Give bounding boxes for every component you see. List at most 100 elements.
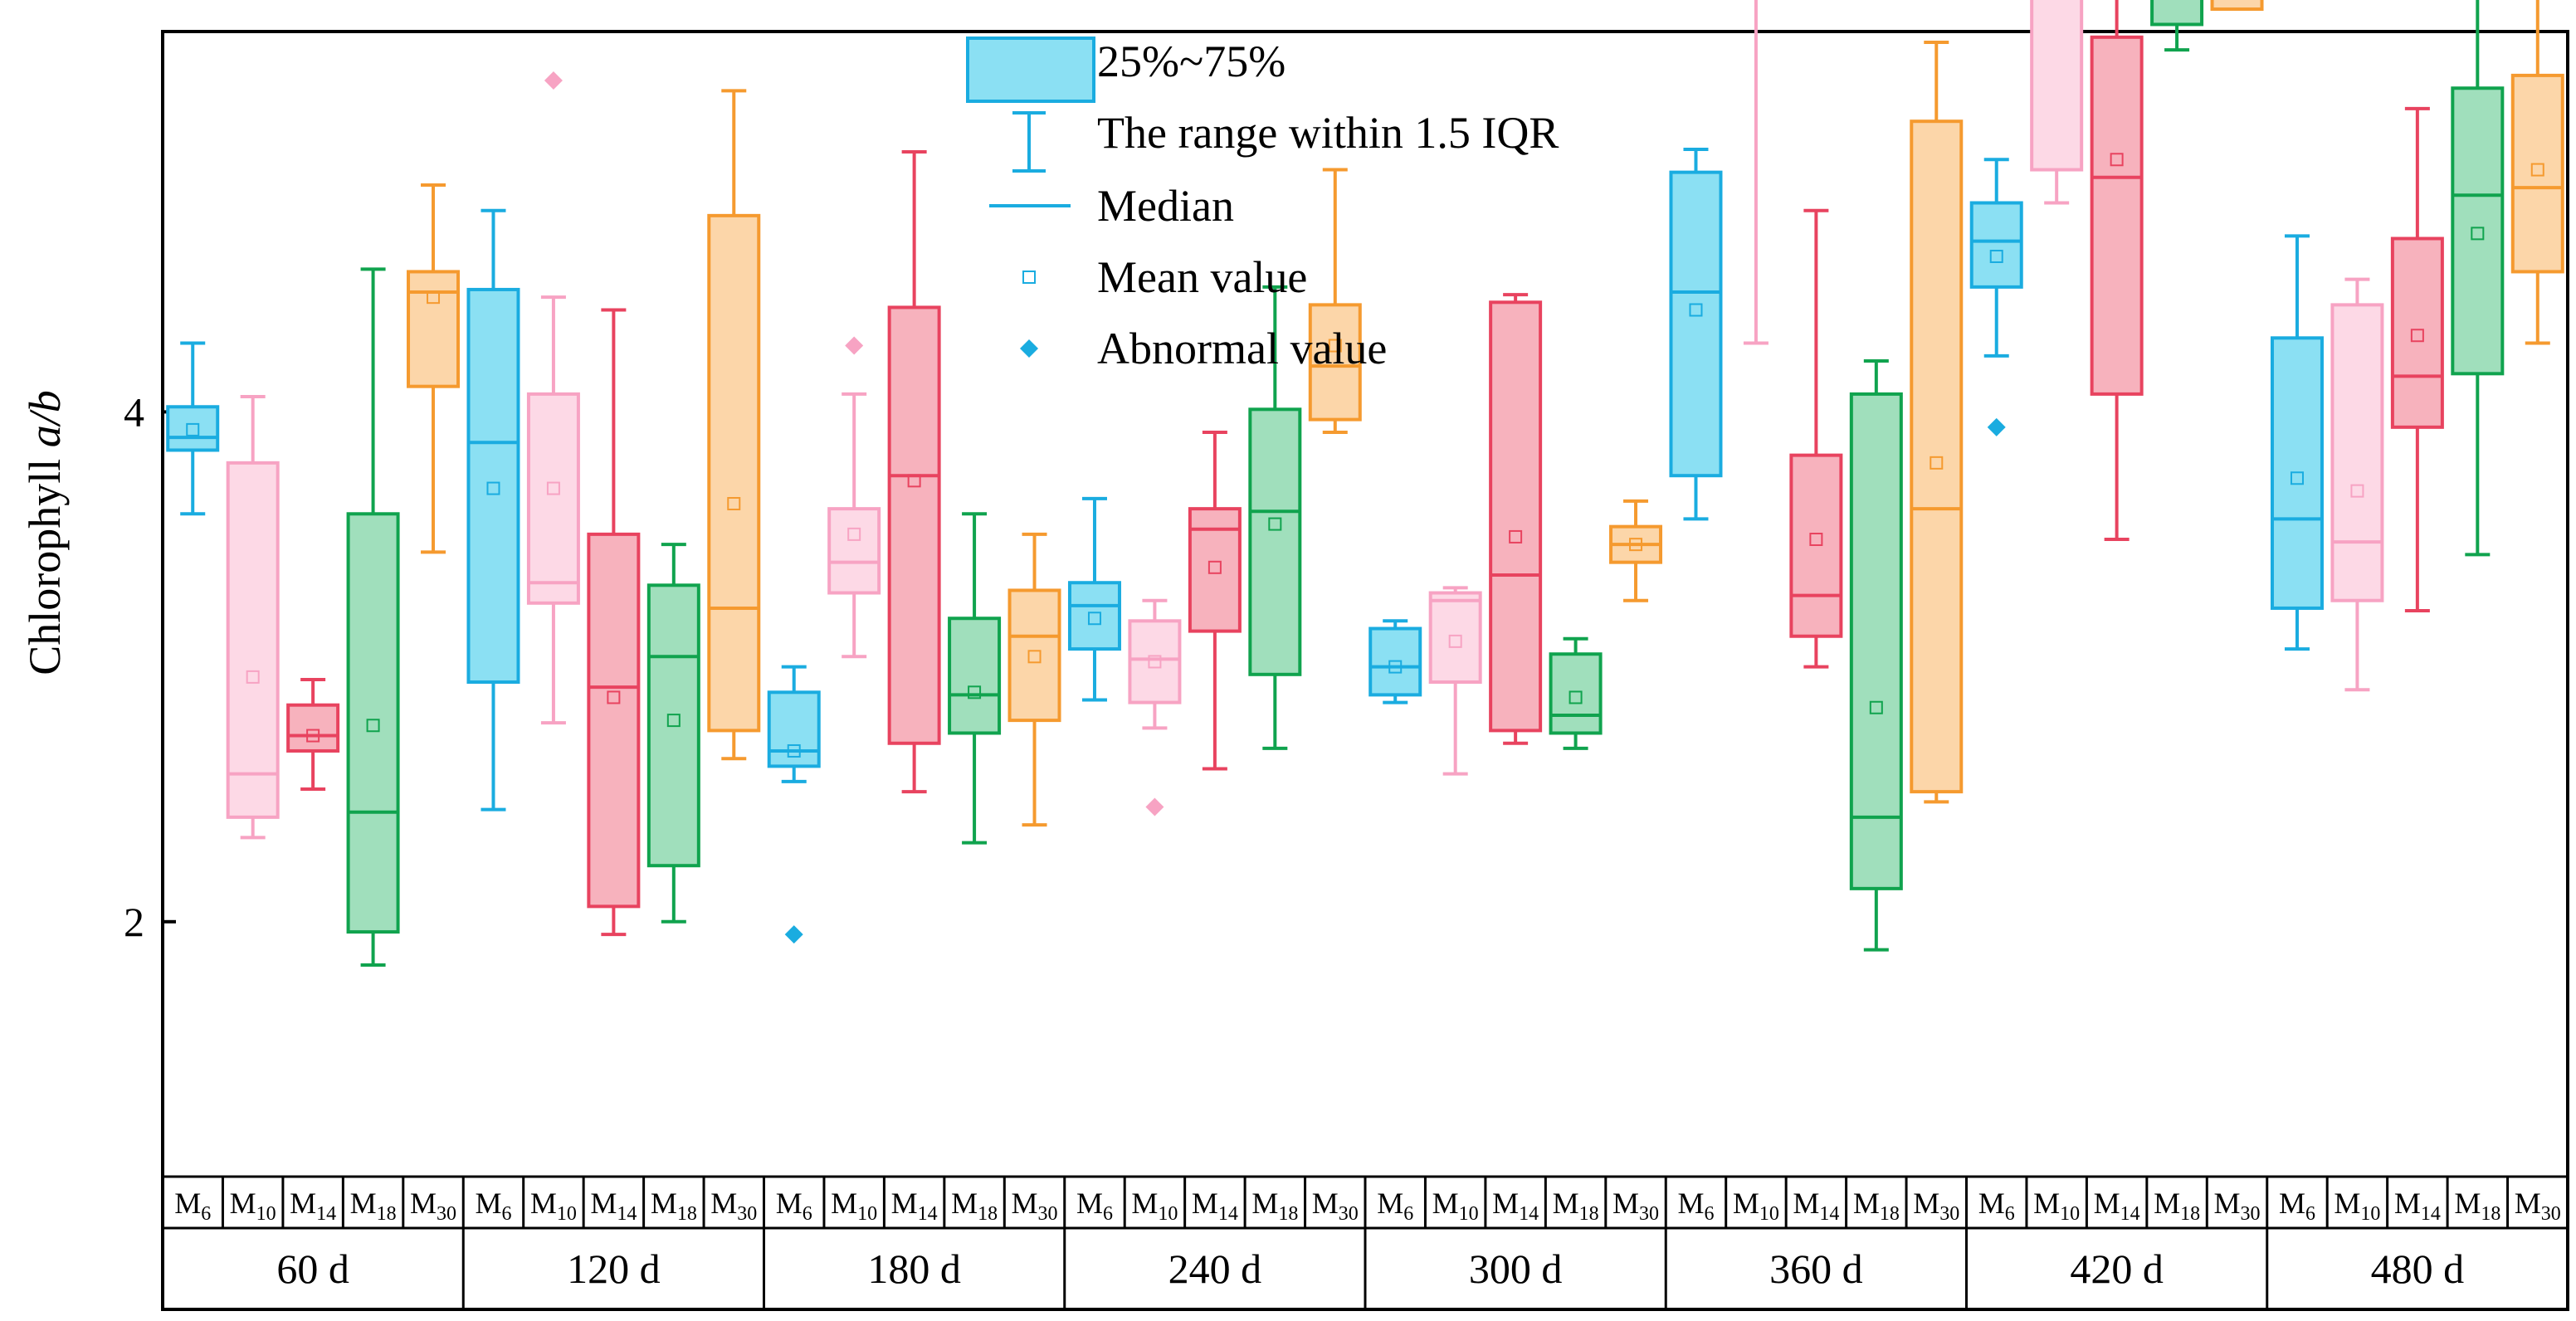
- mean-marker: [2290, 471, 2304, 485]
- box-iqr: [466, 287, 520, 685]
- series-label-M6: M6: [1677, 1187, 1714, 1225]
- series-label-M10: M10: [1432, 1187, 1479, 1225]
- series-label-main: M: [776, 1187, 803, 1220]
- legend-label-box: 25%~75%: [1097, 37, 1286, 86]
- mean-marker: [1328, 339, 1342, 353]
- mean-marker: [968, 685, 982, 699]
- box-240d-M30: [1308, 168, 1362, 434]
- box-iqr: [346, 512, 400, 934]
- box-iqr: [2330, 303, 2384, 602]
- series-label-sub: 6: [1704, 1203, 1714, 1225]
- series-label-main: M: [951, 1187, 978, 1220]
- y-tick-label-2: 2: [124, 899, 144, 945]
- box-iqr: [2270, 336, 2324, 610]
- box-iqr: [226, 461, 280, 819]
- box-iqr: [166, 405, 220, 452]
- mean-marker: [546, 481, 560, 495]
- mean-marker: [1629, 538, 1643, 552]
- series-label-main: M: [1076, 1187, 1103, 1220]
- plot-frame-layer: [161, 30, 2569, 1311]
- series-label-main: M: [1492, 1187, 1519, 1220]
- series-label-main: M: [831, 1187, 857, 1220]
- box-iqr: [1669, 170, 1723, 478]
- mean-marker: [246, 670, 260, 684]
- legend-item-box: 25%~75%: [966, 37, 1286, 103]
- series-label-M10: M10: [1131, 1187, 1178, 1225]
- series-label-sub: 30: [2541, 1203, 2561, 1225]
- series-label-main: M: [2094, 1187, 2120, 1220]
- mean-marker: [1989, 250, 2003, 264]
- mean-marker: [1148, 655, 1162, 669]
- outlier-marker: [845, 336, 864, 355]
- series-label-main: M: [1251, 1187, 1278, 1220]
- series-label-main: M: [2279, 1187, 2305, 1220]
- series-label-sub: 18: [1579, 1203, 1599, 1225]
- series-label-main: M: [2214, 1187, 2241, 1220]
- series-label-sub: 10: [857, 1203, 877, 1225]
- mean-marker: [1930, 456, 1944, 470]
- outlier-marker: [1987, 417, 2006, 436]
- box-iqr: [2150, 0, 2204, 27]
- series-label-sub: 10: [1158, 1203, 1178, 1225]
- box-iqr: [1428, 591, 1482, 685]
- mean-marker: [847, 527, 861, 541]
- series-label-sub: 6: [2305, 1203, 2315, 1225]
- box-300d-M14: [1489, 293, 1543, 745]
- mean-marker: [2530, 163, 2544, 177]
- series-label-sub: 6: [803, 1203, 812, 1225]
- series-label-M30: M30: [1312, 1187, 1359, 1225]
- box-120d-M30: [707, 89, 761, 761]
- series-label-sub: 30: [1939, 1203, 1959, 1225]
- legend-box-swatch: [966, 37, 1095, 103]
- series-label-M10: M10: [831, 1187, 877, 1225]
- series-label-sub: 30: [1639, 1203, 1659, 1225]
- mean-marker: [306, 729, 320, 743]
- box-240d-M6: [1067, 496, 1121, 702]
- series-label-M6: M6: [1377, 1187, 1413, 1225]
- box-420d-M18: [2150, 0, 2204, 52]
- series-label-M18: M18: [350, 1187, 397, 1225]
- box-iqr: [2030, 0, 2084, 172]
- mean-marker: [1268, 517, 1282, 531]
- series-label-main: M: [1913, 1187, 1939, 1220]
- group-label-0: 60 d: [276, 1245, 349, 1292]
- series-label-M30: M30: [1012, 1187, 1058, 1225]
- series-label-sub: 18: [677, 1203, 697, 1225]
- box-iqr: [1188, 507, 1242, 633]
- group-label-7: 480 d: [2371, 1245, 2465, 1292]
- box-480d-M6: [2270, 234, 2324, 651]
- box-iqr: [948, 617, 1002, 735]
- series-label-sub: 10: [1759, 1203, 1779, 1225]
- box-240d-M14: [1188, 430, 1242, 771]
- series-label-sub: 14: [2421, 1203, 2441, 1225]
- series-label-sub: 14: [1218, 1203, 1238, 1225]
- box-60d-M14: [286, 677, 340, 792]
- box-iqr: [1489, 300, 1543, 733]
- series-label-sub: 18: [978, 1203, 998, 1225]
- box-420d-M10: [2030, 0, 2084, 205]
- box-480d-M18: [2451, 0, 2505, 557]
- series-label-sub: 6: [1103, 1203, 1113, 1225]
- legend: 25%~75% The range within 1.5 IQR Median Mea…: [966, 37, 1559, 373]
- series-label-main: M: [590, 1187, 617, 1220]
- mean-marker: [1809, 533, 1823, 546]
- series-label-M18: M18: [651, 1187, 697, 1225]
- series-label-sub: 6: [1403, 1203, 1413, 1225]
- box-iqr: [2510, 73, 2564, 274]
- box-360d-M30: [1910, 40, 1964, 804]
- series-label-main: M: [1978, 1187, 2005, 1220]
- series-label-M10: M10: [1733, 1187, 1779, 1225]
- series-label-main: M: [530, 1187, 557, 1220]
- mean-marker: [907, 474, 921, 488]
- series-label-sub: 30: [437, 1203, 456, 1225]
- box-iqr: [1969, 201, 2023, 289]
- series-label-sub: 10: [2060, 1203, 2080, 1225]
- y-tick-label-4: 4: [124, 388, 144, 435]
- series-label-sub: 14: [2120, 1203, 2140, 1225]
- box-iqr: [1308, 303, 1362, 422]
- series-label-M10: M10: [2334, 1187, 2380, 1225]
- mean-marker: [727, 496, 741, 510]
- series-label-M10: M10: [2033, 1187, 2080, 1225]
- group-label-4: 300 d: [1469, 1245, 1563, 1292]
